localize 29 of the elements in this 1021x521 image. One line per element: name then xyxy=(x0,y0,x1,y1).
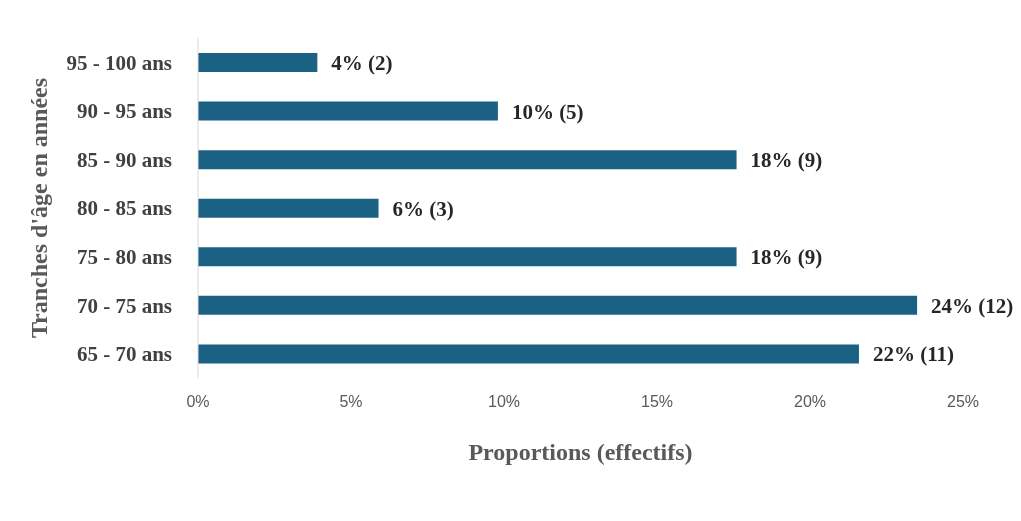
y-tick-label: 85 - 90 ans xyxy=(76,147,172,172)
y-tick-label: 95 - 100 ans xyxy=(66,50,172,75)
y-tick-label: 90 - 95 ans xyxy=(76,99,172,124)
bar xyxy=(198,53,318,72)
data-label: 22% (11) xyxy=(872,342,955,367)
y-tick-label: 65 - 70 ans xyxy=(76,342,172,367)
y-tick-label: 75 - 80 ans xyxy=(76,245,172,270)
x-tick-label: 0% xyxy=(186,393,210,411)
x-tick-label: 5% xyxy=(339,393,363,411)
y-tick-label: 80 - 85 ans xyxy=(76,196,172,221)
bar xyxy=(198,295,918,315)
x-tick-label: 15% xyxy=(640,393,674,411)
y-axis-title: Tranches d'âge en années xyxy=(25,77,52,339)
data-label: 4% (2) xyxy=(331,50,393,75)
x-tick-label: 20% xyxy=(793,393,827,411)
y-tick-label: 70 - 75 ans xyxy=(76,293,172,318)
data-label: 10% (5) xyxy=(511,99,584,124)
x-axis-title: Proportions (effectifs) xyxy=(468,439,693,465)
x-tick-label: 10% xyxy=(487,393,521,411)
bar xyxy=(198,101,498,121)
data-label: 18% (9) xyxy=(750,148,823,173)
bar xyxy=(198,150,737,170)
data-label: 6% (3) xyxy=(392,196,454,221)
bar xyxy=(198,247,737,267)
data-label: 24% (12) xyxy=(931,293,1014,318)
x-tick-label: 25% xyxy=(946,393,980,411)
bar xyxy=(198,198,379,218)
data-label: 18% (9) xyxy=(750,245,823,270)
bar xyxy=(198,344,859,364)
